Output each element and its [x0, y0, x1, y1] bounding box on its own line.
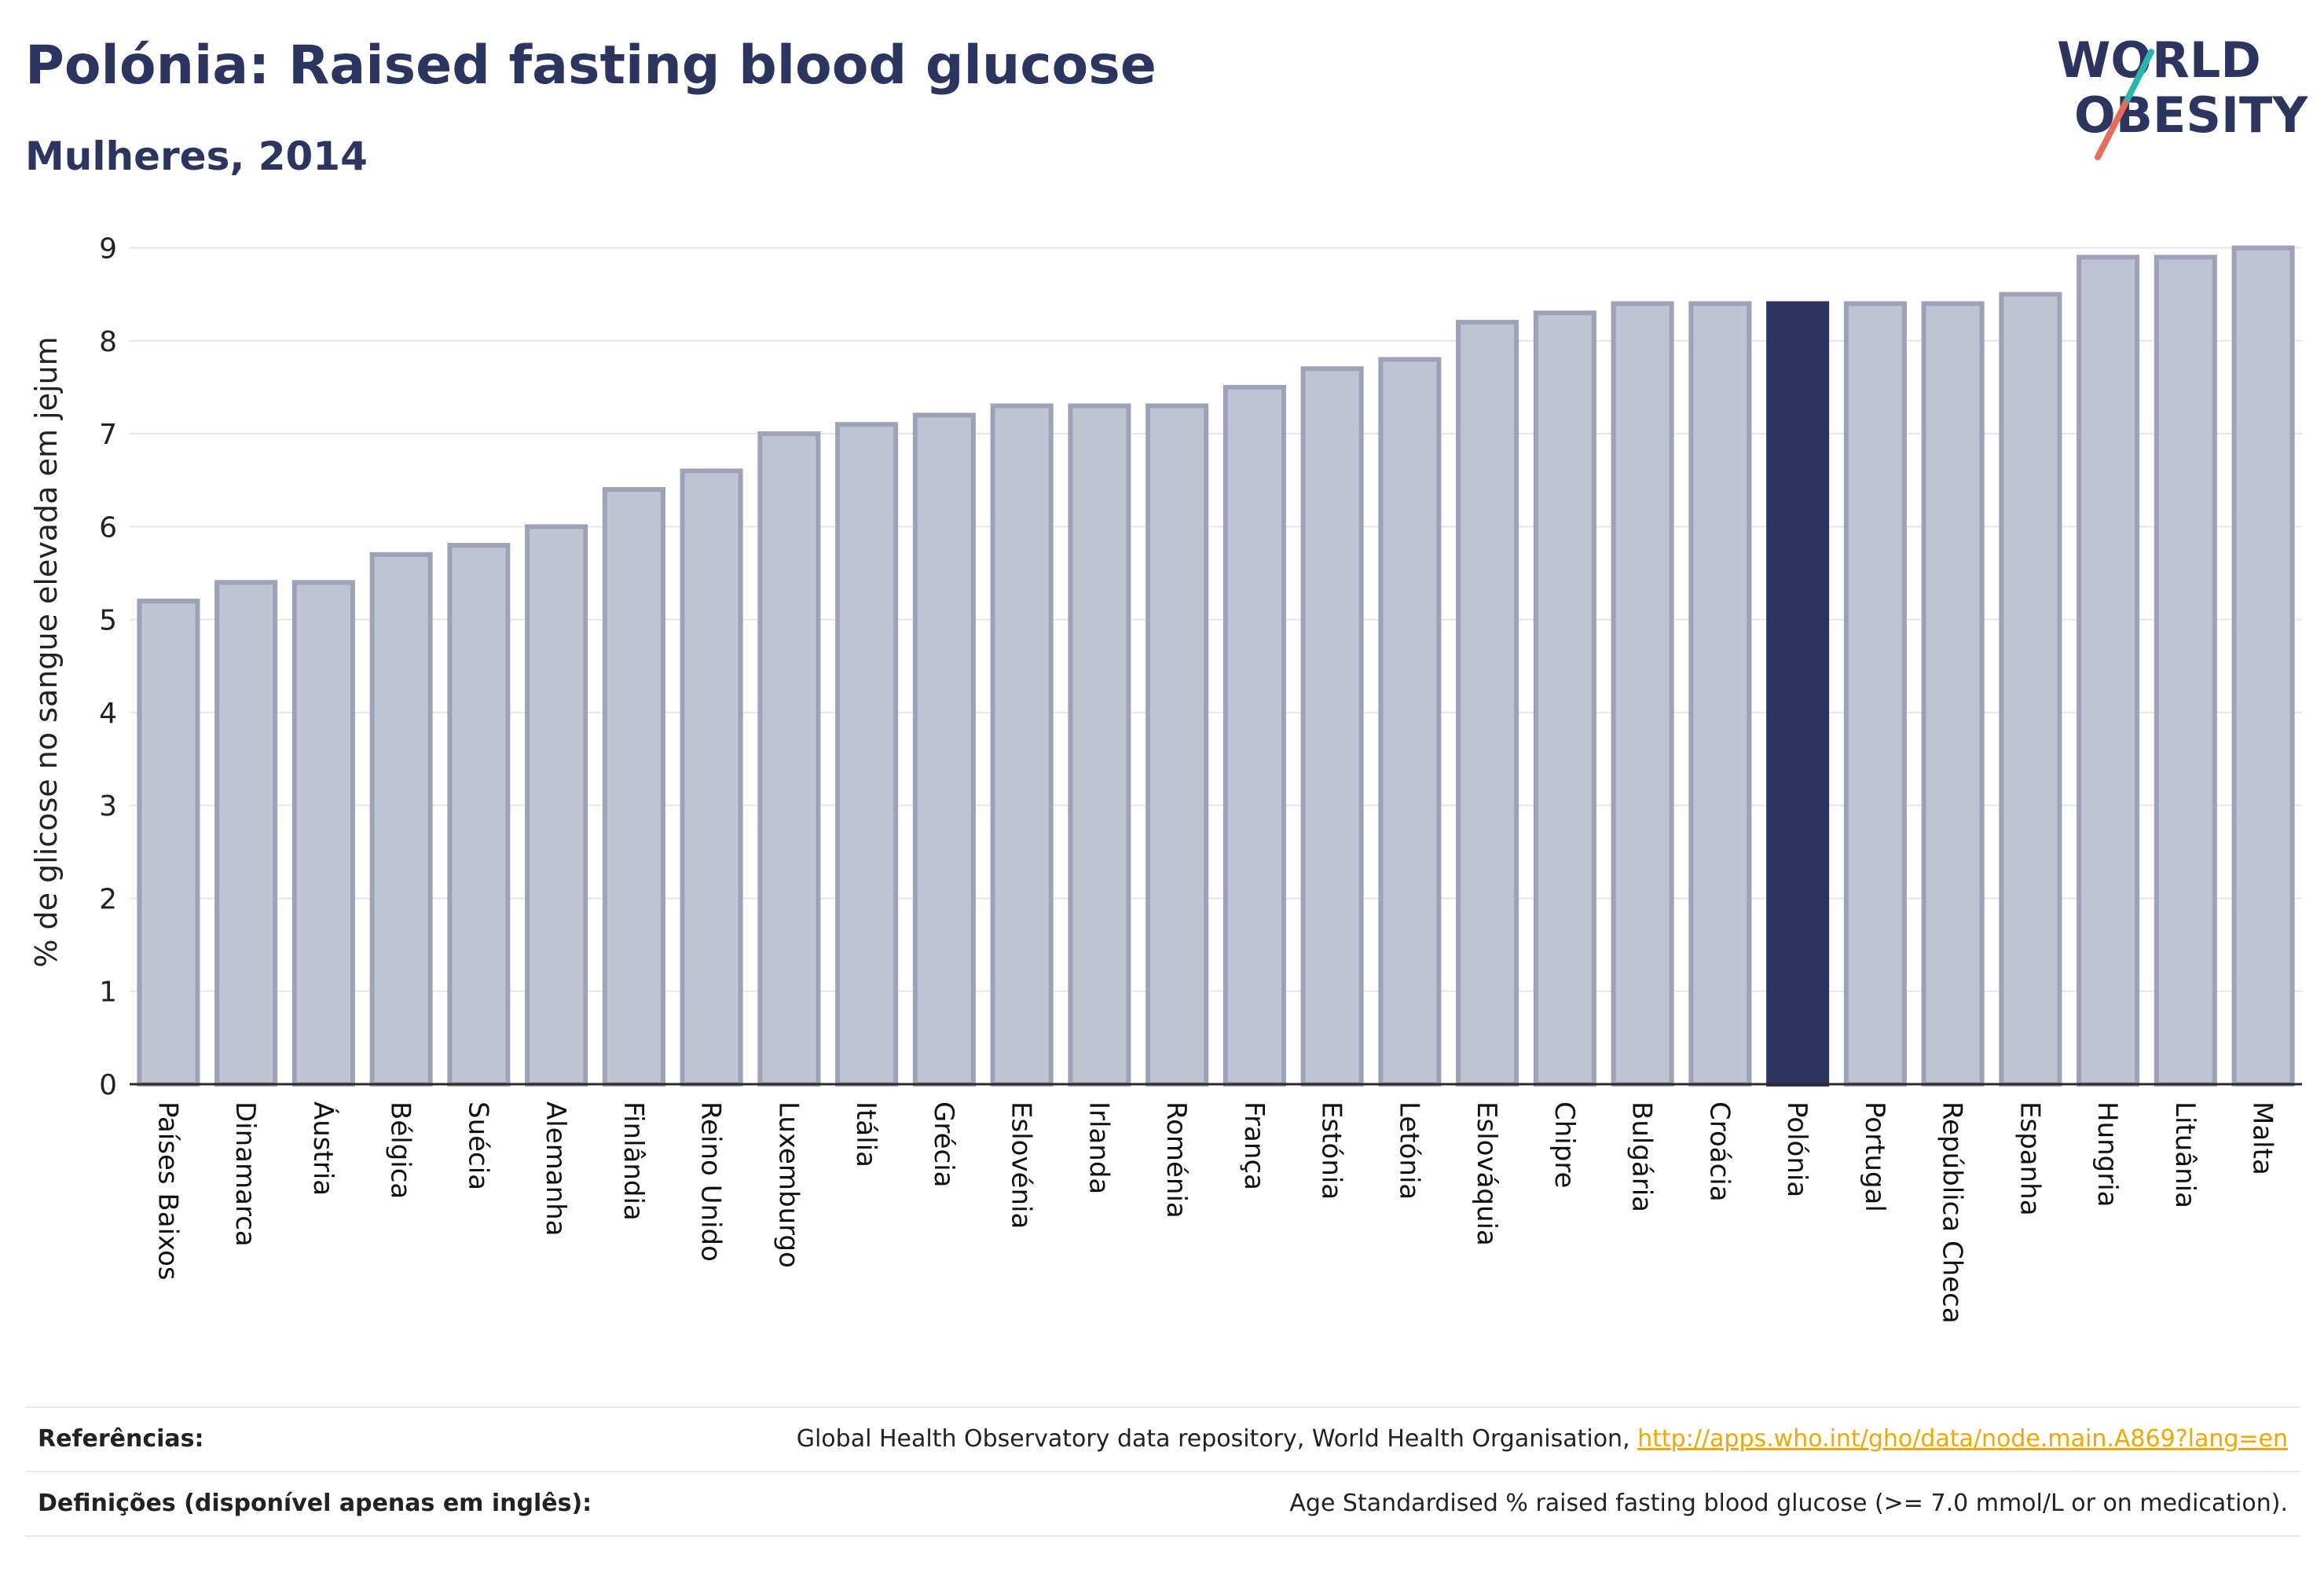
- bar-bulgária: [1611, 301, 1674, 1087]
- bar-espanha: [1999, 291, 2062, 1087]
- chart-subtitle: Mulheres, 2014: [25, 134, 368, 179]
- x-tick-label: Eslovénia: [1006, 1101, 1037, 1229]
- bar-letónia: [1378, 357, 1442, 1087]
- definitions-label: Definições (disponível apenas em inglês)…: [38, 1490, 592, 1517]
- y-tick-label: 6: [99, 511, 117, 544]
- x-axis-labels: Países Baixos Dinamarca Áustria Bélgica Suéc…: [152, 1101, 2278, 1324]
- x-tick-label: Bulgária: [1626, 1101, 1658, 1212]
- bar-países-baixos: [137, 598, 200, 1087]
- x-tick-label: Chipre: [1549, 1101, 1580, 1188]
- x-tick-label: Países Baixos: [152, 1101, 183, 1281]
- references-link[interactable]: http://apps.who.int/gho/data/node.main.A…: [1637, 1425, 2288, 1453]
- bar-grécia: [912, 412, 976, 1087]
- bar-frança: [1222, 384, 1286, 1087]
- x-tick-label: Malta: [2247, 1101, 2278, 1175]
- references-value: Global Health Observatory data repositor…: [797, 1425, 2288, 1453]
- x-tick-label: Lituânia: [2169, 1101, 2201, 1208]
- x-tick-label: Suécia: [462, 1101, 493, 1190]
- x-tick-label: Hungria: [2091, 1101, 2123, 1208]
- y-tick-label: 4: [99, 698, 117, 730]
- footer-divider: [25, 1535, 2300, 1537]
- bar-lituânia: [2154, 255, 2217, 1087]
- bars: [137, 245, 2295, 1087]
- y-tick-label: 0: [99, 1069, 117, 1101]
- bar-eslováquia: [1456, 320, 1519, 1087]
- bar-irlanda: [1068, 403, 1131, 1087]
- y-tick-label: 2: [99, 883, 117, 915]
- x-tick-label: Eslováquia: [1471, 1101, 1502, 1246]
- world-obesity-logo: WORLD OBESITY: [2057, 31, 2308, 160]
- y-tick-label: 7: [99, 419, 117, 451]
- bar-malta: [2231, 245, 2295, 1087]
- chart-title: Polónia: Raised fasting blood glucose: [25, 35, 1157, 97]
- y-tick-label: 1: [99, 977, 117, 1009]
- x-tick-label: Bélgica: [385, 1101, 416, 1199]
- bar-alemanha: [525, 524, 588, 1087]
- x-tick-label: Estónia: [1316, 1101, 1347, 1200]
- references-label: Referências:: [38, 1425, 204, 1453]
- x-tick-label: Alemanha: [540, 1101, 571, 1237]
- x-tick-label: Roménia: [1160, 1101, 1192, 1219]
- logo-line1: WORLD: [2057, 31, 2261, 89]
- x-tick-label: República Checa: [1937, 1101, 1968, 1324]
- y-tick-label: 5: [99, 605, 117, 637]
- bar-chart: 0 1 2 3 4 5 6 7 8 9 Países Baixos Dinamarca Áustria…: [29, 233, 2302, 1324]
- bar-eslovénia: [990, 403, 1054, 1087]
- bar-hungria: [2077, 255, 2140, 1087]
- bar-dinamarca: [214, 580, 278, 1087]
- x-tick-label: Itália: [850, 1101, 882, 1167]
- x-tick-label: Espanha: [2014, 1101, 2045, 1216]
- references-row: Referências: Global Health Observatory d…: [25, 1406, 2300, 1471]
- bar-chipre: [1533, 310, 1596, 1087]
- x-tick-label: Reino Unido: [695, 1101, 727, 1262]
- x-tick-label: Grécia: [928, 1101, 959, 1187]
- x-tick-label: Finlândia: [618, 1101, 649, 1221]
- bar-portugal: [1843, 301, 1907, 1087]
- x-tick-label: Portugal: [1859, 1101, 1890, 1212]
- x-tick-label: Letónia: [1393, 1101, 1424, 1200]
- bar-itália: [835, 422, 899, 1087]
- bar-roménia: [1146, 403, 1209, 1087]
- x-tick-label: Polónia: [1781, 1101, 1813, 1197]
- x-tick-label: Luxemburgo: [772, 1101, 804, 1268]
- y-tick-label: 9: [99, 233, 117, 265]
- y-tick-label: 3: [99, 790, 117, 823]
- definitions-row: Definições (disponível apenas em inglês)…: [25, 1471, 2300, 1535]
- y-axis-ticks: 0 1 2 3 4 5 6 7 8 9: [99, 233, 117, 1101]
- x-tick-label: Dinamarca: [229, 1101, 261, 1247]
- bar-bélgica: [369, 552, 433, 1087]
- y-axis-label: % de glicose no sangue elevada em jejum: [29, 336, 64, 967]
- references-text: Global Health Observatory data repositor…: [796, 1425, 1638, 1453]
- bar-reino-unido: [680, 468, 743, 1087]
- logo-line2: OBESITY: [2074, 86, 2308, 144]
- bar-estónia: [1300, 366, 1364, 1087]
- x-tick-label: Áustria: [307, 1101, 339, 1196]
- x-tick-label: França: [1238, 1101, 1270, 1190]
- bar-república-checa: [1921, 301, 1985, 1087]
- x-tick-label: Irlanda: [1083, 1101, 1114, 1194]
- bar-croácia: [1688, 301, 1752, 1087]
- bar-polónia: [1766, 301, 1830, 1087]
- bar-áustria: [291, 580, 355, 1087]
- bar-finlândia: [602, 487, 665, 1087]
- definitions-value: Age Standardised % raised fasting blood …: [1289, 1490, 2288, 1517]
- bar-suécia: [447, 542, 511, 1087]
- bar-luxemburgo: [757, 431, 821, 1087]
- x-tick-label: Croácia: [1703, 1101, 1735, 1202]
- y-tick-label: 8: [99, 326, 117, 358]
